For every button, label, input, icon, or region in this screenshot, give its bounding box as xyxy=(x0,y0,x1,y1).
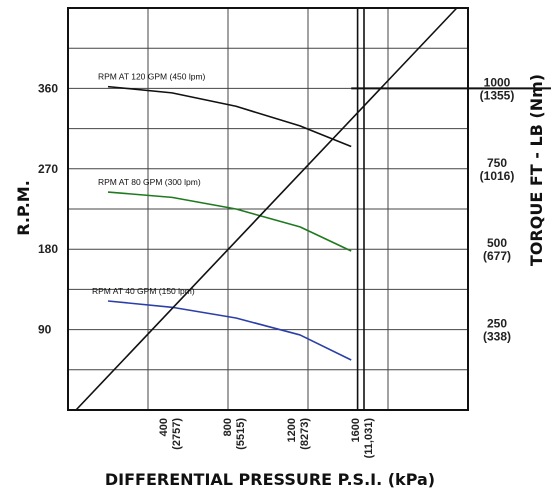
x-tick-label: 1200 xyxy=(286,418,298,442)
x-axis-title: DIFFERENTIAL PRESSURE P.S.I. (kPa) xyxy=(105,470,435,489)
x-tick-label: 1600 xyxy=(350,418,362,442)
x-tick-label-metric: (5515) xyxy=(235,418,247,450)
grid-lines xyxy=(68,8,468,410)
y-tick-label-right: 250 xyxy=(487,317,507,331)
x-tick-label-metric: (2757) xyxy=(171,418,183,450)
y-tick-label-right: 750 xyxy=(487,156,507,170)
y-tick-label-right-metric: (338) xyxy=(483,330,511,344)
x-tick-label-metric: (8273) xyxy=(299,418,311,450)
series-line-1 xyxy=(107,85,352,148)
y-tick-label-right-metric: (677) xyxy=(483,249,511,263)
plot-border xyxy=(67,7,469,411)
y-tick-label: 180 xyxy=(38,242,58,256)
series-line-2 xyxy=(107,191,352,252)
series-lines xyxy=(75,7,551,411)
series-label: RPM AT 80 GPM (300 lpm) xyxy=(98,177,201,187)
y-tick-label-right-metric: (1355) xyxy=(480,88,515,102)
tick-labels: 90 180 270 360 250(338) 500(677) 750(1016) 1000… xyxy=(38,75,514,458)
series-line-3 xyxy=(107,300,352,361)
x-tick-label-metric: (11,031) xyxy=(363,418,375,459)
y-axis-title-right: TORQUE FT - LB (Nm) xyxy=(527,74,546,266)
series-line-diagonal xyxy=(75,7,458,411)
y-tick-label-right: 1000 xyxy=(484,75,511,89)
y-tick-label: 90 xyxy=(38,323,52,337)
y-tick-label-right: 500 xyxy=(487,236,507,250)
plot-frame xyxy=(67,7,469,411)
series-label: RPM AT 120 GPM (450 lpm) xyxy=(98,72,206,82)
x-tick-label: 800 xyxy=(222,418,234,436)
y-tick-label: 270 xyxy=(38,162,58,176)
series-annotations: RPM AT 120 GPM (450 lpm) RPM AT 80 GPM (3… xyxy=(92,72,206,296)
y-tick-label-right-metric: (1016) xyxy=(480,169,515,183)
series-label: RPM AT 40 GPM (150 lpm) xyxy=(92,286,195,296)
y-axis-title-left: R.P.M. xyxy=(14,180,33,236)
x-tick-label: 400 xyxy=(158,418,170,436)
y-tick-label: 360 xyxy=(38,81,58,95)
